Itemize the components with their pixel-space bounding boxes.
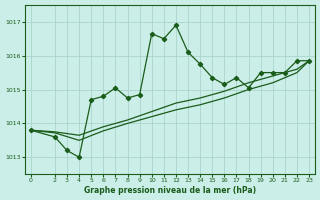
X-axis label: Graphe pression niveau de la mer (hPa): Graphe pression niveau de la mer (hPa) bbox=[84, 186, 256, 195]
